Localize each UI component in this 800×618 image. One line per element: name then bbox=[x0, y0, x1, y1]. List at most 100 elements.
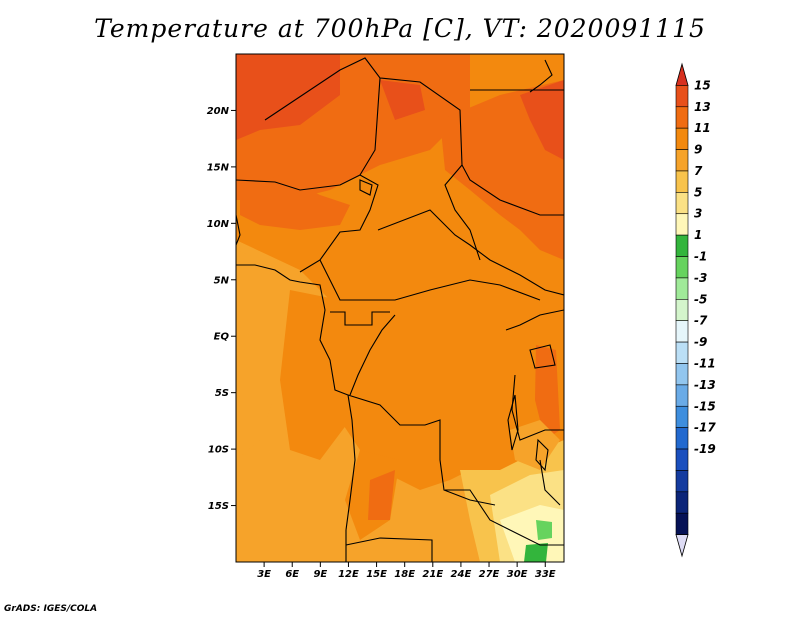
colorbar-swatch bbox=[675, 512, 689, 535]
border-niger-chad bbox=[359, 77, 381, 176]
border-tanzania bbox=[511, 374, 564, 441]
region-sudan-hotter bbox=[520, 80, 564, 160]
temperature-field bbox=[236, 54, 564, 562]
colorbar-label: 1 bbox=[694, 228, 702, 242]
region-zambia-green-2 bbox=[524, 543, 548, 562]
colorbar-swatch bbox=[675, 277, 689, 300]
colorbar-bottom-arrow bbox=[675, 534, 689, 558]
colorbar-label: 13 bbox=[694, 100, 711, 114]
colorbar-swatch bbox=[675, 149, 689, 172]
region-southeast-pale bbox=[500, 505, 564, 562]
plot-frame bbox=[235, 53, 565, 563]
lat-tick-label: 10N bbox=[207, 219, 230, 230]
lon-tick-label: 27E bbox=[479, 569, 500, 580]
colorbar-label: -13 bbox=[694, 378, 716, 392]
colorbar-swatch bbox=[675, 256, 689, 279]
lake-victoria bbox=[529, 344, 556, 369]
colorbar-swatch bbox=[675, 427, 689, 450]
colorbar-label: -11 bbox=[694, 356, 716, 370]
colorbar-label: -9 bbox=[694, 335, 707, 349]
border-libya-chad bbox=[264, 57, 481, 261]
coastline-westafrica bbox=[236, 214, 241, 246]
colorbar-swatch bbox=[675, 170, 689, 193]
colorbar-label: -15 bbox=[694, 399, 716, 413]
lon-tick-label: 24E bbox=[451, 569, 472, 580]
region-zambia-green-1 bbox=[536, 520, 552, 540]
lake-tanganyika bbox=[507, 394, 519, 451]
border-drc-angola bbox=[347, 394, 496, 506]
lat-tick-label: 20N bbox=[207, 106, 230, 117]
colorbar-label: -1 bbox=[694, 250, 707, 264]
lon-tick-label: 6E bbox=[285, 569, 299, 580]
region-north-hot bbox=[236, 54, 340, 140]
colorbar-top-arrow bbox=[675, 62, 689, 86]
colorbar-swatch bbox=[675, 470, 689, 493]
colorbar-label: 15 bbox=[694, 78, 711, 92]
colorbar-label: 5 bbox=[694, 185, 702, 199]
colorbar-swatch bbox=[675, 405, 689, 428]
lon-tick-label: 30E bbox=[507, 569, 528, 580]
colorbar-swatch bbox=[675, 106, 689, 129]
border-congo-drc bbox=[349, 314, 396, 396]
colorbar-label: -17 bbox=[694, 421, 716, 435]
lake-malawi bbox=[535, 438, 549, 472]
lat-tick-label: 15N bbox=[207, 162, 230, 173]
border-sudan-ss bbox=[461, 164, 564, 216]
colorbar-label: 9 bbox=[694, 143, 702, 157]
colorbar-swatch bbox=[675, 491, 689, 514]
border-niger-nigeria bbox=[236, 174, 379, 273]
colorbar: 15 13 11 9 7 5 3 1 -1 -3 -5 -7 -9 -11 -13 -15 -17 -19 bbox=[675, 62, 716, 558]
lon-tick-label: 15E bbox=[366, 569, 387, 580]
region-chad-hot bbox=[240, 175, 350, 230]
lat-tick-label: 5N bbox=[214, 275, 230, 286]
colorbar-label: -7 bbox=[694, 314, 708, 328]
lon-tick-label: 33E bbox=[535, 569, 556, 580]
lon-tick-label: 21E bbox=[422, 569, 443, 580]
border-malawi bbox=[539, 459, 561, 506]
colorbar-swatch bbox=[675, 127, 689, 150]
colorbar-swatch bbox=[675, 363, 689, 386]
colorbar-label: 11 bbox=[694, 121, 711, 135]
lon-tick-label: 18E bbox=[394, 569, 415, 580]
longitude-axis: 3E 6E 9E 12E 15E 18E 21E 24E 27E 30E 33E bbox=[257, 562, 556, 580]
credit-text: GrADS: IGES/COLA bbox=[4, 604, 98, 614]
colorbar-swatch bbox=[675, 384, 689, 407]
colorbar-label: -19 bbox=[694, 442, 716, 456]
colorbar-swatch bbox=[675, 320, 689, 343]
lat-tick-label: 5S bbox=[215, 388, 229, 399]
lake-chad bbox=[359, 179, 373, 196]
border-uganda bbox=[505, 309, 564, 331]
lat-tick-label: EQ bbox=[214, 332, 230, 343]
colorbar-swatch bbox=[675, 213, 689, 236]
lon-tick-label: 12E bbox=[338, 569, 359, 580]
border-gabon bbox=[330, 311, 390, 326]
region-kenya-hot bbox=[535, 345, 560, 440]
border-namibia-botswana bbox=[345, 537, 433, 562]
colorbar-swatch bbox=[675, 85, 689, 108]
colorbar-swatch bbox=[675, 234, 689, 257]
colorbar-swatch bbox=[675, 299, 689, 321]
colorbar-swatch bbox=[675, 341, 689, 364]
map-title: Temperature at 700hPa [C], VT: 202009111… bbox=[94, 14, 706, 43]
region-angola-hot bbox=[368, 470, 395, 520]
lat-tick-label: 15S bbox=[208, 501, 229, 512]
latitude-axis: 20N 15N 10N 5N EQ 5S 10S 15S bbox=[207, 106, 236, 512]
lat-tick-label: 10S bbox=[208, 445, 229, 456]
colorbar-label: -3 bbox=[694, 271, 707, 285]
coastline-west bbox=[236, 264, 356, 531]
border-car bbox=[377, 209, 564, 296]
border-zambia-zim bbox=[445, 489, 564, 546]
lon-tick-label: 3E bbox=[257, 569, 271, 580]
coastline-redsea bbox=[529, 59, 553, 93]
region-tanzania-cool bbox=[510, 420, 560, 470]
border-cameroon-congo bbox=[319, 259, 541, 301]
region-gabon-warm bbox=[280, 290, 360, 460]
colorbar-label: 7 bbox=[694, 164, 703, 178]
region-west-cool bbox=[236, 250, 300, 460]
colorbar-label: 3 bbox=[694, 207, 702, 221]
region-north-hot-2 bbox=[380, 80, 425, 120]
lon-tick-label: 9E bbox=[313, 569, 327, 580]
colorbar-swatch bbox=[675, 192, 689, 215]
colorbar-label: -5 bbox=[694, 292, 707, 306]
